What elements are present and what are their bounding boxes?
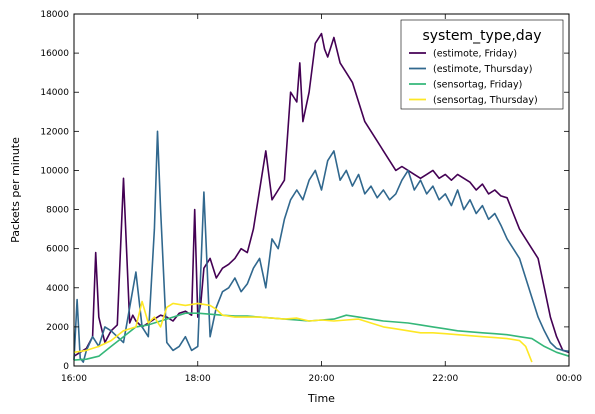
y-tick-label-3: 6000 <box>46 245 69 255</box>
x-tick-label-3: 22:00 <box>432 374 458 384</box>
legend-label-0: (estimote, Friday) <box>433 49 517 60</box>
y-tick-label-8: 16000 <box>40 49 69 59</box>
legend-label-2: (sensortag, Friday) <box>433 80 522 91</box>
x-tick-label-1: 18:00 <box>185 374 211 384</box>
y-tick-label-7: 14000 <box>40 88 69 98</box>
series-layer <box>73 32 570 363</box>
series-line-1 <box>73 130 570 363</box>
y-tick-label-9: 18000 <box>40 10 69 20</box>
legend-label-3: (sensortag, Thursday) <box>433 95 538 106</box>
y-tick-label-5: 10000 <box>40 166 69 176</box>
x-tick-label-2: 20:00 <box>309 374 335 384</box>
legend-label-1: (estimote, Thursday) <box>433 64 532 75</box>
series-line-3 <box>73 300 533 363</box>
y-tick-label-0: 0 <box>63 362 69 372</box>
legend-items: (estimote, Friday) (estimote, Thursday) (s… <box>409 49 538 106</box>
y-tick-label-4: 8000 <box>46 206 69 216</box>
x-axis-label: Time <box>307 392 335 405</box>
y-tick-label-6: 12000 <box>40 127 69 137</box>
ticks-layer: 16:00 18:00 20:00 22:00 00:00 0 2000 4000 6000 80… <box>40 10 582 384</box>
x-tick-label-0: 16:00 <box>61 374 87 384</box>
y-tick-label-1: 2000 <box>46 323 69 333</box>
legend: system_type,day (estimote, Friday)(estim… <box>400 19 564 110</box>
y-axis-label: Packets per minute <box>9 137 22 243</box>
legend-box <box>400 19 564 110</box>
x-tick-label-4: 00:00 <box>556 374 582 384</box>
y-tick-label-2: 4000 <box>46 284 69 294</box>
legend-title: system_type,day <box>422 28 541 44</box>
